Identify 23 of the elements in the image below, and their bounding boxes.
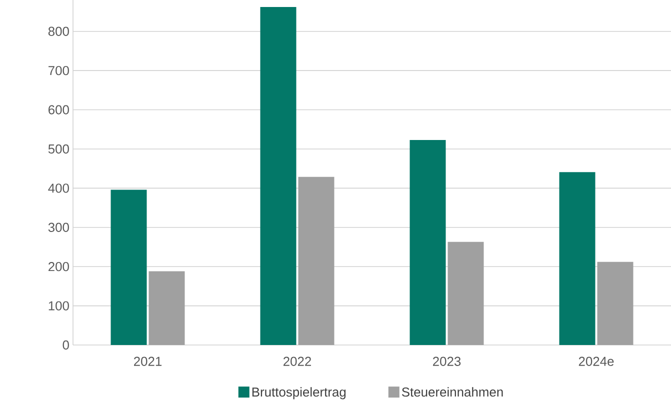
bar <box>260 7 296 345</box>
x-tick-label: 2022 <box>284 356 311 366</box>
bar <box>559 172 596 345</box>
x-tick-label: 2024e <box>578 356 614 366</box>
y-tick-label: 600 <box>48 105 69 114</box>
bar <box>110 190 147 345</box>
bar <box>298 176 334 345</box>
y-tick-label: 800 <box>48 26 69 36</box>
y-tick-label: 500 <box>48 144 69 154</box>
bar <box>597 262 634 345</box>
y-tick-label: 300 <box>48 222 69 232</box>
bar <box>448 242 484 345</box>
legend-label: Bruttospielertrag <box>252 387 346 400</box>
y-tick-label: 700 <box>48 66 69 76</box>
x-tick-label: 2021 <box>134 356 162 366</box>
legend-label: Steuereinnahmen <box>402 387 503 397</box>
y-tick-label: 100 <box>48 301 69 310</box>
y-tick-label: 400 <box>48 184 69 193</box>
x-tick-label: 2023 <box>433 356 461 366</box>
y-tick-label: 200 <box>48 262 69 272</box>
bar <box>410 140 446 345</box>
y-tick-label: 0 <box>62 340 69 350</box>
bar <box>148 271 185 345</box>
